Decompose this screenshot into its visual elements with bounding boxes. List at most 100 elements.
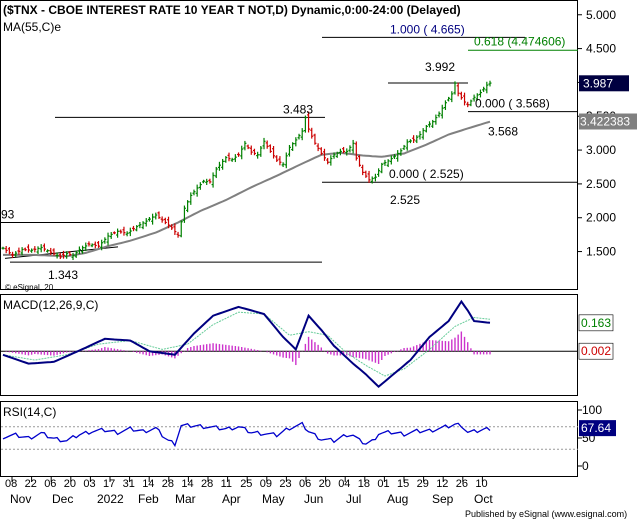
date-tick-label: 20	[64, 478, 76, 490]
price-bar	[488, 80, 492, 87]
price-bar	[55, 252, 59, 259]
price-bar	[303, 115, 307, 133]
price-bar	[211, 172, 215, 188]
price-bar	[364, 170, 368, 178]
price-bar	[30, 248, 34, 253]
price-bar	[424, 124, 428, 133]
price-bar	[144, 218, 148, 227]
price-bar	[348, 145, 352, 153]
price-bar	[217, 161, 221, 171]
month-label: Oct	[474, 492, 493, 506]
date-tick-label: 25	[240, 478, 252, 490]
last-price-tag: 3.987	[583, 76, 613, 90]
price-bar	[370, 176, 374, 184]
date-axis: 08 22 06 20 03 17 31 14 28 14 28 11 25 09 23 06 20 04 18 01…	[5, 477, 493, 506]
price-bar	[214, 166, 218, 179]
price-bar	[179, 220, 183, 238]
price-bar	[132, 225, 136, 232]
price-bar	[182, 205, 186, 223]
date-tick-label: 29	[417, 478, 429, 490]
price-bar	[265, 140, 269, 149]
price-bar	[440, 104, 444, 119]
price-bar	[475, 93, 479, 101]
price-bar	[138, 221, 142, 229]
old-high-label: 93	[1, 207, 15, 221]
price-bar	[294, 137, 298, 147]
rsi-panel-frame	[0, 401, 578, 477]
price-bar	[106, 232, 110, 246]
price-bar	[367, 170, 371, 183]
date-tick-label: 31	[123, 478, 135, 490]
price-bar	[84, 242, 88, 252]
fib-1000-label: 1.000 ( 4.665)	[390, 22, 465, 36]
price-bar	[167, 216, 171, 229]
date-tick-label: 09	[260, 478, 272, 490]
price-bar	[233, 154, 237, 163]
price-bar	[33, 246, 37, 253]
rsi-legend: RSI(14,C)	[3, 405, 56, 419]
price-bar	[259, 145, 263, 157]
price-bar	[116, 228, 120, 238]
price-bar	[256, 151, 260, 159]
price-bar	[173, 223, 177, 235]
price-annotations: 1.000 ( 4.665) 0.618 (4.474606) 3.992 3.483…	[1, 22, 637, 282]
macd-value-tag-bg	[578, 314, 614, 332]
price-bar	[434, 114, 438, 125]
price-bar	[482, 86, 486, 92]
macd-value-tag: 0.163	[581, 316, 611, 330]
price-bar	[408, 139, 412, 144]
price-bar	[354, 141, 358, 161]
price-bar	[141, 221, 145, 230]
price-bar	[319, 147, 323, 156]
price-bar	[122, 226, 126, 236]
esignal-watermark: © eSignal, 20	[5, 283, 54, 292]
price-bar	[74, 250, 78, 258]
date-tick-label: 04	[338, 478, 350, 490]
price-bar	[71, 252, 75, 261]
price-bar	[103, 237, 107, 244]
price-bar	[26, 244, 30, 253]
price-bar	[49, 247, 53, 255]
price-bar	[338, 148, 342, 156]
date-tick-label: 28	[201, 478, 213, 490]
price-bar	[52, 248, 56, 256]
month-label: Dec	[52, 492, 73, 506]
date-tick-label: 03	[83, 478, 95, 490]
price-bar	[77, 246, 81, 254]
date-tick-label: 10	[475, 478, 487, 490]
price-bar	[237, 152, 241, 157]
price-bar	[262, 137, 266, 150]
month-label: Jun	[304, 492, 323, 506]
price-tick-label: 2.000	[586, 211, 616, 225]
price-bar	[198, 182, 202, 190]
price-bar	[428, 121, 432, 128]
fib-zero-3568-label: 0.000 ( 3.568)	[475, 97, 550, 111]
high-3483-label: 3.483	[283, 102, 313, 116]
price-bar	[307, 111, 311, 133]
price-bar	[157, 211, 161, 219]
price-bar	[447, 96, 451, 102]
month-label: Feb	[138, 492, 159, 506]
price-bar	[160, 216, 164, 223]
price-bar	[109, 232, 113, 239]
date-tick-label: 15	[397, 478, 409, 490]
price-bar	[373, 173, 377, 182]
date-tick-label: 06	[299, 478, 311, 490]
price-bar	[310, 127, 314, 139]
price-bar	[469, 99, 473, 107]
month-label: Mar	[175, 492, 196, 506]
price-bar	[192, 189, 196, 196]
price-bar	[125, 231, 129, 237]
price-bar	[453, 81, 457, 95]
price-bar	[42, 243, 46, 252]
price-bar	[170, 224, 174, 230]
price-bar	[58, 252, 62, 260]
date-tick-label: 12	[436, 478, 448, 490]
price-bar	[459, 91, 463, 100]
price-bar	[361, 164, 365, 176]
chart-title: ($TNX - CBOE INTEREST RATE 10 YEAR T NOT…	[3, 3, 461, 17]
price-bar	[402, 144, 406, 151]
price-bar	[287, 144, 291, 157]
price-bar	[466, 101, 470, 108]
